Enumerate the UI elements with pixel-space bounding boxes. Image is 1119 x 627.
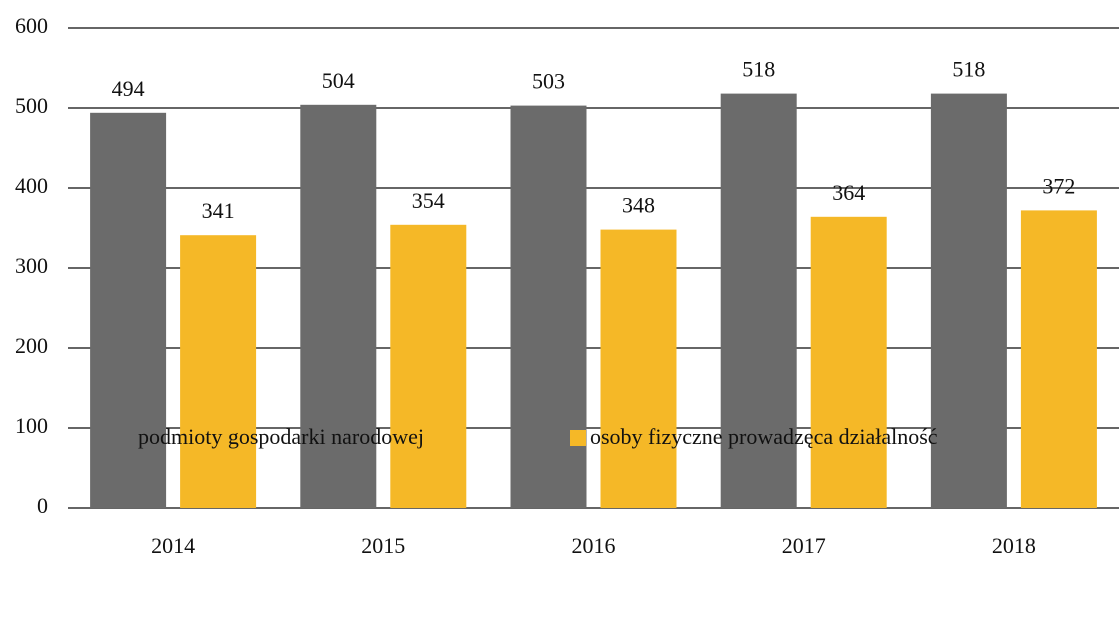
bar xyxy=(600,229,677,508)
data-label: 354 xyxy=(412,188,445,213)
bar xyxy=(180,235,257,508)
x-tick-label: 2016 xyxy=(572,533,616,558)
data-label: 504 xyxy=(322,68,355,93)
bar xyxy=(1020,210,1097,508)
x-tick-label: 2017 xyxy=(782,533,826,558)
bar xyxy=(510,105,587,508)
y-tick-label: 500 xyxy=(15,93,48,118)
data-label: 364 xyxy=(832,180,865,205)
x-tick-label: 2018 xyxy=(992,533,1036,558)
legend-label: osoby fizyczne prowadzęca działalność xyxy=(590,424,938,449)
y-tick-label: 400 xyxy=(15,173,48,198)
bar xyxy=(300,104,377,509)
x-tick-label: 2015 xyxy=(361,533,405,558)
data-label: 503 xyxy=(532,69,565,94)
data-label: 518 xyxy=(742,57,775,82)
bar xyxy=(390,224,467,509)
legend-swatch xyxy=(570,430,586,446)
legend-label: podmioty gospodarki narodowej xyxy=(138,424,424,449)
data-label: 518 xyxy=(952,57,985,82)
data-label: 494 xyxy=(112,76,145,101)
y-tick-label: 100 xyxy=(15,413,48,438)
data-label: 372 xyxy=(1042,173,1075,198)
y-tick-label: 300 xyxy=(15,253,48,278)
legend-swatch xyxy=(118,430,134,446)
y-tick-label: 200 xyxy=(15,333,48,358)
data-label: 348 xyxy=(622,193,655,218)
y-tick-label: 0 xyxy=(37,493,48,518)
x-tick-label: 2014 xyxy=(151,533,195,558)
y-tick-label: 600 xyxy=(15,13,48,38)
bar xyxy=(810,216,887,509)
data-label: 341 xyxy=(202,198,235,223)
bar xyxy=(930,93,1007,508)
bar xyxy=(720,93,797,508)
